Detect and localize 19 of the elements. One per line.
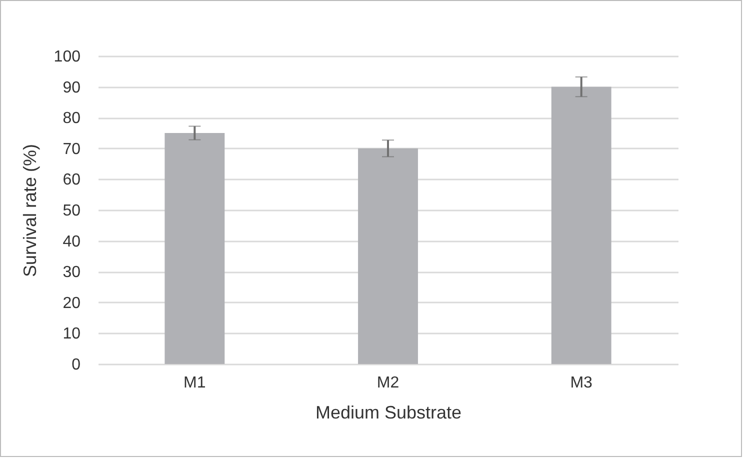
x-tick-label: M1 [184,374,206,392]
x-tick-label: M3 [570,374,593,392]
y-tick-label: 10 [62,326,81,343]
y-tick-label: 20 [62,294,81,312]
bar [164,133,225,364]
y-tick-label: 90 [62,79,81,96]
y-tick-label: 70 [62,140,81,158]
x-axis-title: Medium Substrate [315,402,462,422]
x-tick-label: M2 [376,374,400,392]
y-tick-label: 50 [62,202,81,220]
y-tick-label: 30 [62,264,81,282]
y-tick-label: 100 [54,48,81,66]
y-tick-label: 60 [62,172,81,189]
y-tick-label: 80 [62,110,81,128]
y-tick-label: 40 [62,233,81,250]
y-axis-title: Survival rate (%) [20,144,40,278]
bar [358,148,418,364]
bar [551,86,612,364]
y-tick-label: 0 [72,356,81,374]
